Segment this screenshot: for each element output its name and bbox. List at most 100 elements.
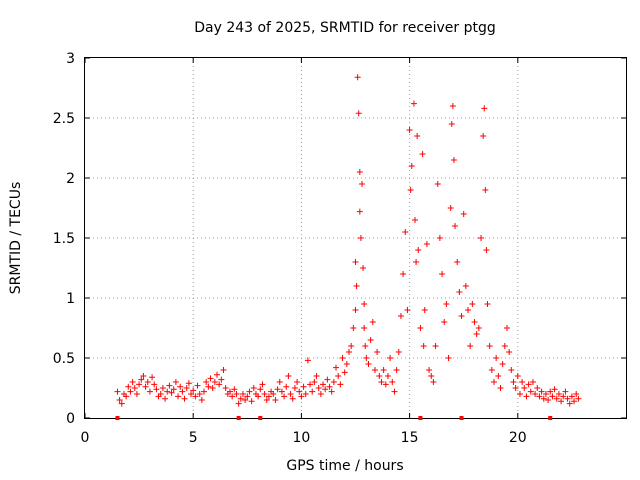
data-point (495, 373, 502, 379)
data-point (239, 391, 246, 397)
data-point (283, 383, 290, 390)
data-point (353, 283, 360, 289)
grid-lines (85, 58, 626, 418)
data-point (358, 181, 365, 187)
data-point (309, 388, 316, 395)
data-point (378, 379, 385, 385)
zero-marker (236, 416, 241, 420)
data-point (462, 283, 469, 289)
data-point (162, 395, 169, 402)
data-point (211, 379, 218, 385)
data-point (294, 379, 301, 385)
data-point (250, 385, 257, 391)
data-point (194, 382, 201, 389)
data-point (566, 400, 573, 407)
x-tick-label: 10 (292, 430, 310, 446)
data-point (439, 271, 446, 277)
x-tick-label: 5 (189, 430, 198, 446)
data-point (568, 393, 575, 400)
data-point (389, 379, 396, 385)
data-point (441, 319, 448, 325)
data-point (198, 397, 205, 403)
zero-marker (258, 416, 263, 420)
data-point (116, 397, 123, 403)
data-point (164, 388, 171, 395)
data-point (131, 385, 138, 391)
data-point (179, 388, 186, 395)
data-point (371, 367, 378, 373)
data-point (298, 393, 305, 400)
data-point (553, 395, 560, 402)
data-point (360, 265, 367, 271)
data-point (248, 398, 255, 405)
data-point (426, 367, 433, 373)
data-point (272, 397, 279, 403)
data-point (471, 319, 478, 325)
data-point (473, 331, 480, 337)
data-point (558, 398, 565, 405)
data-point (413, 259, 420, 265)
data-point (220, 367, 227, 373)
zero-marker (418, 416, 423, 420)
data-point (233, 391, 240, 397)
data-point (384, 373, 391, 379)
data-point (242, 397, 249, 403)
data-point (330, 379, 337, 385)
data-point (307, 381, 314, 388)
data-point (235, 400, 242, 407)
data-point (352, 259, 359, 265)
data-point (420, 343, 427, 349)
data-point (352, 307, 359, 313)
data-point (449, 103, 456, 109)
data-point (263, 397, 270, 403)
data-point (374, 349, 381, 355)
data-point (516, 391, 523, 397)
data-point (218, 376, 225, 383)
data-point (542, 391, 549, 397)
data-point (387, 355, 394, 361)
data-point (229, 393, 236, 400)
data-point (512, 385, 519, 391)
data-point (362, 343, 369, 349)
data-point (265, 393, 272, 400)
data-point (499, 361, 506, 367)
data-point (181, 395, 188, 402)
data-point (428, 373, 435, 379)
data-point (313, 373, 320, 379)
data-point (201, 388, 208, 395)
data-point (361, 301, 368, 307)
data-point (257, 386, 264, 393)
data-point (281, 393, 288, 400)
data-point (391, 388, 398, 395)
data-point (226, 388, 233, 395)
zero-marker (548, 416, 553, 420)
data-point (185, 380, 192, 387)
data-point (448, 121, 455, 127)
data-point (341, 369, 348, 376)
data-point (465, 307, 472, 313)
data-point (410, 100, 417, 107)
data-point (207, 375, 214, 382)
data-point (357, 235, 364, 241)
data-point (125, 383, 132, 390)
chart-title: Day 243 of 2025, SRMTID for receiver ptg… (194, 20, 496, 36)
data-point (285, 373, 292, 379)
data-point (311, 379, 318, 385)
data-point (575, 395, 582, 402)
data-point (114, 388, 121, 395)
data-point (484, 301, 491, 307)
data-point (412, 217, 419, 223)
data-point (153, 386, 160, 393)
data-point (140, 373, 147, 379)
data-point (536, 393, 543, 400)
y-tick-label: 0 (66, 411, 75, 427)
data-point (527, 388, 534, 395)
data-point (414, 133, 421, 139)
data-point (287, 391, 294, 397)
plot-frame (84, 57, 627, 419)
data-point (506, 349, 513, 355)
data-point (382, 381, 389, 388)
data-point (434, 181, 441, 187)
y-axis-ticks: 0 0.5 1 1.5 2 2.5 3 (53, 51, 626, 427)
